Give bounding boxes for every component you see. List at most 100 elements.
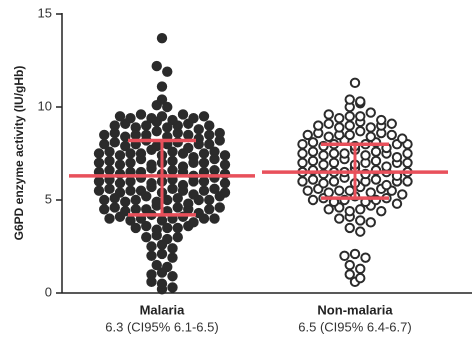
data-point xyxy=(167,252,178,263)
data-point xyxy=(355,272,366,284)
data-point xyxy=(162,66,173,77)
data-point xyxy=(156,81,168,92)
data-point xyxy=(323,204,334,215)
data-point xyxy=(302,129,313,141)
data-point xyxy=(156,278,168,289)
data-point xyxy=(167,165,178,176)
data-point xyxy=(209,146,220,157)
data-point xyxy=(167,114,178,126)
data-point xyxy=(130,222,141,234)
data-point xyxy=(146,269,157,280)
data-point xyxy=(188,217,199,228)
data-point xyxy=(109,120,120,131)
data-point xyxy=(328,148,340,159)
data-point xyxy=(209,165,220,176)
data-point xyxy=(219,178,231,189)
data-point xyxy=(188,189,199,200)
data-point xyxy=(318,150,329,161)
data-point xyxy=(193,207,204,219)
data-point xyxy=(397,189,408,200)
data-point xyxy=(172,192,183,204)
data-point xyxy=(151,125,162,137)
data-point xyxy=(135,148,147,159)
data-point xyxy=(99,139,110,150)
data-point xyxy=(135,185,147,196)
data-point xyxy=(355,263,366,275)
data-point xyxy=(355,215,366,226)
category-sublabel: 6.3 (CI95% 6.1-6.5) xyxy=(105,319,218,334)
data-point xyxy=(307,146,319,157)
data-point xyxy=(167,146,178,157)
data-point xyxy=(339,148,350,159)
data-point xyxy=(365,217,376,228)
data-point xyxy=(355,226,366,237)
data-point xyxy=(344,259,355,271)
data-point xyxy=(104,183,115,195)
data-point xyxy=(130,204,141,215)
data-point xyxy=(313,120,324,131)
data-point xyxy=(344,94,355,105)
data-point xyxy=(198,185,210,196)
data-point xyxy=(177,109,189,120)
data-point xyxy=(402,176,413,187)
data-point xyxy=(104,165,115,176)
data-point xyxy=(151,259,162,271)
data-point xyxy=(355,111,366,122)
y-tick-label: 15 xyxy=(38,5,52,20)
data-point xyxy=(198,157,210,169)
data-point xyxy=(156,32,168,44)
data-point xyxy=(130,194,141,206)
data-point xyxy=(99,204,110,215)
data-point xyxy=(344,111,355,122)
data-point xyxy=(402,148,413,159)
data-point xyxy=(386,118,397,129)
data-point xyxy=(93,185,105,196)
data-point xyxy=(156,215,168,226)
data-point xyxy=(214,202,225,213)
data-point xyxy=(219,159,231,170)
data-point xyxy=(162,101,173,113)
data-point xyxy=(339,250,350,262)
data-point xyxy=(141,232,152,243)
data-point xyxy=(141,129,152,141)
data-point xyxy=(334,213,345,224)
data-point xyxy=(344,269,355,280)
data-point xyxy=(323,131,334,142)
data-point xyxy=(183,198,194,209)
data-point xyxy=(141,204,152,215)
data-point xyxy=(307,137,319,148)
data-point xyxy=(328,157,340,169)
y-axis-label: G6PD enzyme activity (IU/gHb) xyxy=(12,66,26,241)
data-point xyxy=(93,176,105,187)
data-point xyxy=(93,157,105,169)
y-tick-label: 0 xyxy=(45,284,52,299)
data-point xyxy=(167,271,178,282)
data-point xyxy=(146,250,157,262)
data-point xyxy=(146,159,157,170)
data-point xyxy=(391,152,403,163)
data-point xyxy=(214,127,225,139)
data-point xyxy=(177,179,189,191)
data-point xyxy=(146,241,157,252)
data-point xyxy=(104,146,115,157)
data-point xyxy=(360,150,371,161)
data-point xyxy=(323,118,334,129)
data-point xyxy=(114,159,126,170)
data-point xyxy=(193,124,204,135)
data-point xyxy=(156,94,168,105)
data-point xyxy=(125,215,136,226)
data-point xyxy=(141,120,152,131)
data-point xyxy=(391,198,403,209)
data-point xyxy=(141,220,152,232)
data-point xyxy=(370,146,382,157)
data-point xyxy=(198,148,210,159)
category-label: Malaria xyxy=(140,302,186,317)
data-point xyxy=(376,114,387,126)
data-point xyxy=(386,129,397,141)
data-point xyxy=(334,185,345,196)
data-point xyxy=(307,174,319,185)
data-point xyxy=(188,152,199,163)
data-point xyxy=(114,187,126,198)
data-point xyxy=(370,174,382,185)
data-point xyxy=(365,187,376,198)
